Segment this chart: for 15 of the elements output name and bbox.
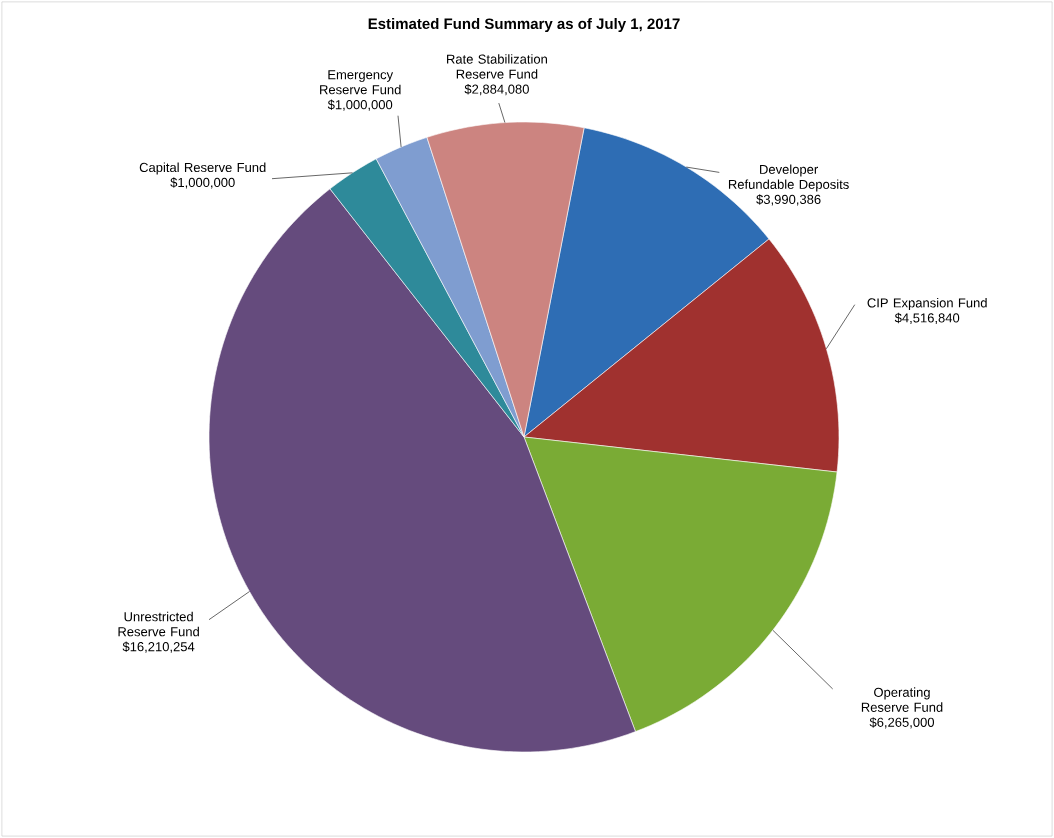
slice-label: Emergency Reserve Fund [320, 70, 401, 95]
data-label: $6,265,000 [869, 717, 935, 729]
slice-label: Developer Refundable Deposits [728, 164, 849, 192]
chart-title: Estimated Fund Summary as of July 1, 2017 [368, 18, 680, 32]
slice-label: Unrestricted Reserve Fund [118, 611, 199, 637]
data-label: $2,884,080 [464, 83, 529, 96]
data-label: $1,000,000 [327, 99, 393, 111]
data-label: $3,990,386 [756, 194, 821, 206]
slice-label: Operating Reserve Fund [861, 687, 943, 712]
slice-label: Capital Reserve Fund [139, 162, 266, 175]
data-label: $4,516,840 [894, 312, 960, 325]
slice-label: Rate Stabilization Reserve Fund [447, 54, 547, 79]
data-label: $16,210,254 [122, 641, 195, 653]
data-label: $1,000,000 [170, 177, 235, 189]
slice-label: CIP Expansion Fund [867, 297, 987, 311]
